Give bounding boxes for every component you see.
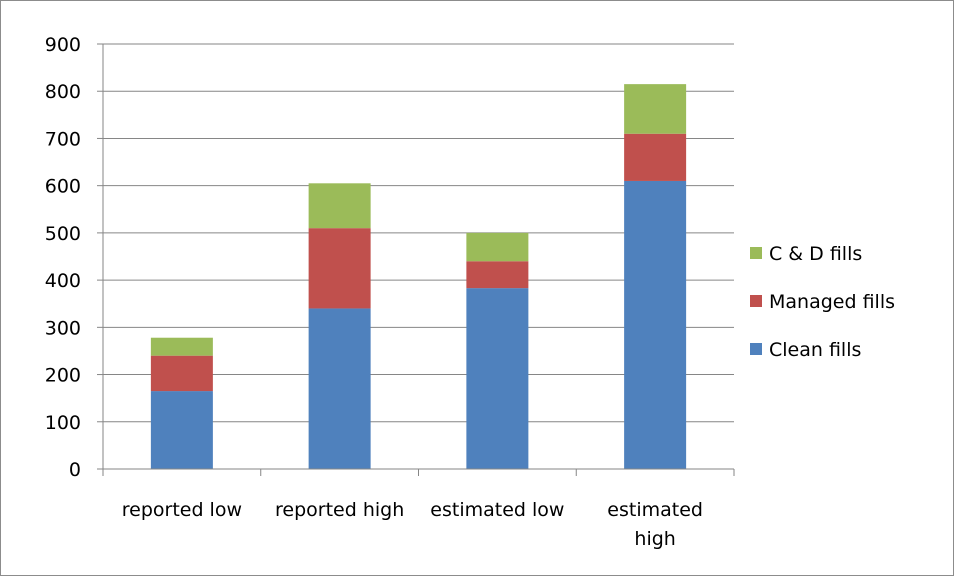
bars (150, 84, 687, 469)
legend: C & D fills Managed fills Clean fills (750, 243, 895, 361)
legend-label: Clean fills (769, 339, 861, 361)
bar-clean-fills-3 (624, 180, 687, 469)
bar-clean-fills-2 (466, 288, 529, 469)
legend-label: C & D fills (769, 243, 862, 265)
y-tick-label: 900 (45, 34, 81, 56)
bar-managed-fills-2 (466, 261, 529, 289)
bar-c-d-fills-3 (624, 84, 687, 134)
legend-swatch-clean-fills (750, 343, 762, 355)
x-category-label: reported high (275, 499, 404, 521)
bar-c-d-fills-0 (150, 337, 213, 356)
y-tick-label: 300 (45, 317, 81, 339)
legend-swatch-c-d-fills (750, 247, 762, 259)
x-category-label: reported low (122, 499, 242, 521)
y-tick-label: 200 (45, 365, 81, 387)
bar-c-d-fills-2 (466, 232, 529, 262)
y-tick-label: 700 (45, 128, 81, 150)
x-category-label: high (634, 528, 675, 550)
legend-label: Managed fills (769, 291, 895, 313)
bar-c-d-fills-1 (308, 183, 371, 229)
bar-clean-fills-1 (308, 308, 371, 469)
y-tick-label: 400 (45, 270, 81, 292)
x-category-label: estimated low (430, 499, 564, 521)
y-tick-label: 600 (45, 176, 81, 198)
axes: 0 100 200 300 400 500 600 700 800 900 reported low… (45, 34, 735, 550)
y-tick-label: 800 (45, 81, 81, 103)
legend-swatch-managed-fills (750, 295, 762, 307)
bar-managed-fills-1 (308, 228, 371, 309)
y-tick-label: 100 (45, 412, 81, 434)
y-tick-label: 500 (45, 223, 81, 245)
bar-managed-fills-3 (624, 133, 687, 181)
bar-managed-fills-0 (150, 355, 213, 392)
y-tick-label: 0 (69, 459, 81, 481)
x-category-label: estimated (607, 499, 703, 521)
bar-clean-fills-0 (150, 391, 213, 469)
